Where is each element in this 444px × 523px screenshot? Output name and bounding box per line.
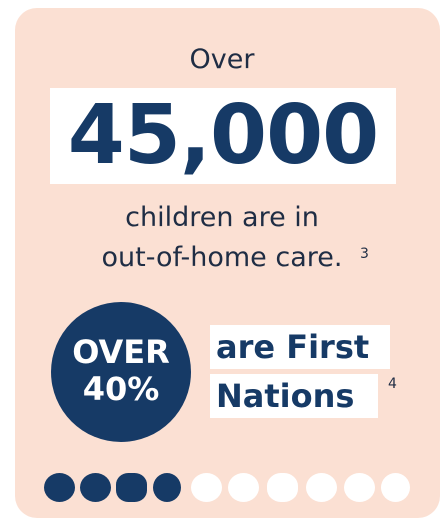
footnote-ref: 3 [360, 246, 369, 262]
dot-filled [80, 473, 111, 502]
badge-circle [51, 302, 191, 442]
dot-empty [191, 473, 222, 502]
badge-line: OVER [72, 333, 170, 371]
label-box [210, 374, 378, 418]
dot-empty [228, 473, 259, 502]
label-box [210, 325, 390, 369]
dot-filled [116, 473, 147, 502]
dot-empty [267, 473, 298, 502]
dot-filled [153, 473, 181, 502]
label-line: Nations [216, 377, 355, 415]
intro: Over [189, 44, 255, 75]
label-line: are First [216, 328, 370, 366]
headline: 45,000 [67, 88, 379, 183]
dot-empty [344, 473, 375, 502]
dot-empty [381, 473, 410, 502]
badge-line: 40% [82, 370, 160, 408]
headline-box [50, 88, 396, 184]
body-line: out-of-home care. [101, 242, 343, 273]
dot-filled [44, 473, 75, 502]
dot-empty [306, 473, 337, 502]
body-line: children are in [125, 202, 319, 233]
footnote-ref: 4 [388, 376, 397, 392]
